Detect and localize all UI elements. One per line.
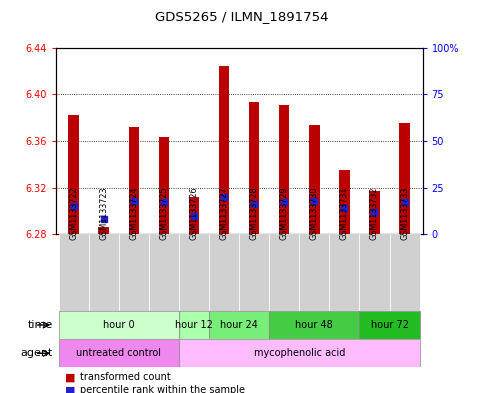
- Bar: [119, 234, 149, 311]
- Text: GSM1133724: GSM1133724: [129, 187, 138, 241]
- Bar: [219, 66, 229, 234]
- Bar: [58, 339, 179, 367]
- Bar: [179, 234, 209, 311]
- Text: GSM1133728: GSM1133728: [250, 187, 258, 241]
- Text: mycophenolic acid: mycophenolic acid: [254, 348, 345, 358]
- Bar: [269, 311, 359, 339]
- Bar: [359, 234, 389, 311]
- Bar: [58, 311, 179, 339]
- Bar: [128, 127, 139, 234]
- Bar: [189, 197, 199, 234]
- Text: untreated control: untreated control: [76, 348, 161, 358]
- Bar: [279, 105, 289, 234]
- Text: GSM1133723: GSM1133723: [99, 187, 108, 241]
- Text: hour 24: hour 24: [220, 320, 258, 330]
- Text: GSM1133732: GSM1133732: [370, 187, 379, 241]
- Bar: [99, 227, 109, 234]
- Text: agent: agent: [21, 348, 53, 358]
- Bar: [389, 234, 420, 311]
- Bar: [209, 311, 269, 339]
- Bar: [239, 234, 269, 311]
- Bar: [399, 123, 410, 234]
- Bar: [299, 234, 329, 311]
- Bar: [339, 170, 350, 234]
- Text: GSM1133725: GSM1133725: [159, 187, 169, 241]
- Text: GSM1133722: GSM1133722: [69, 187, 78, 241]
- Bar: [359, 311, 420, 339]
- Text: GSM1133726: GSM1133726: [189, 187, 199, 241]
- Text: ■: ■: [65, 372, 76, 382]
- Bar: [179, 339, 420, 367]
- Bar: [269, 234, 299, 311]
- Bar: [158, 138, 169, 234]
- Text: GSM1133730: GSM1133730: [310, 187, 319, 241]
- Bar: [68, 115, 79, 234]
- Text: GSM1133727: GSM1133727: [220, 187, 228, 241]
- Bar: [369, 191, 380, 234]
- Text: hour 48: hour 48: [296, 320, 333, 330]
- Bar: [209, 234, 239, 311]
- Text: percentile rank within the sample: percentile rank within the sample: [80, 385, 245, 393]
- Bar: [249, 103, 259, 234]
- Text: GSM1133733: GSM1133733: [400, 187, 409, 241]
- Text: transformed count: transformed count: [80, 372, 170, 382]
- Text: GSM1133729: GSM1133729: [280, 187, 289, 241]
- Text: hour 12: hour 12: [175, 320, 213, 330]
- Bar: [58, 234, 89, 311]
- Text: ■: ■: [65, 385, 76, 393]
- Bar: [89, 234, 119, 311]
- Bar: [309, 125, 320, 234]
- Bar: [179, 311, 209, 339]
- Text: hour 72: hour 72: [370, 320, 409, 330]
- Text: time: time: [28, 320, 53, 330]
- Text: GDS5265 / ILMN_1891754: GDS5265 / ILMN_1891754: [155, 10, 328, 23]
- Text: hour 0: hour 0: [103, 320, 135, 330]
- Bar: [329, 234, 359, 311]
- Text: GSM1133731: GSM1133731: [340, 187, 349, 241]
- Bar: [149, 234, 179, 311]
